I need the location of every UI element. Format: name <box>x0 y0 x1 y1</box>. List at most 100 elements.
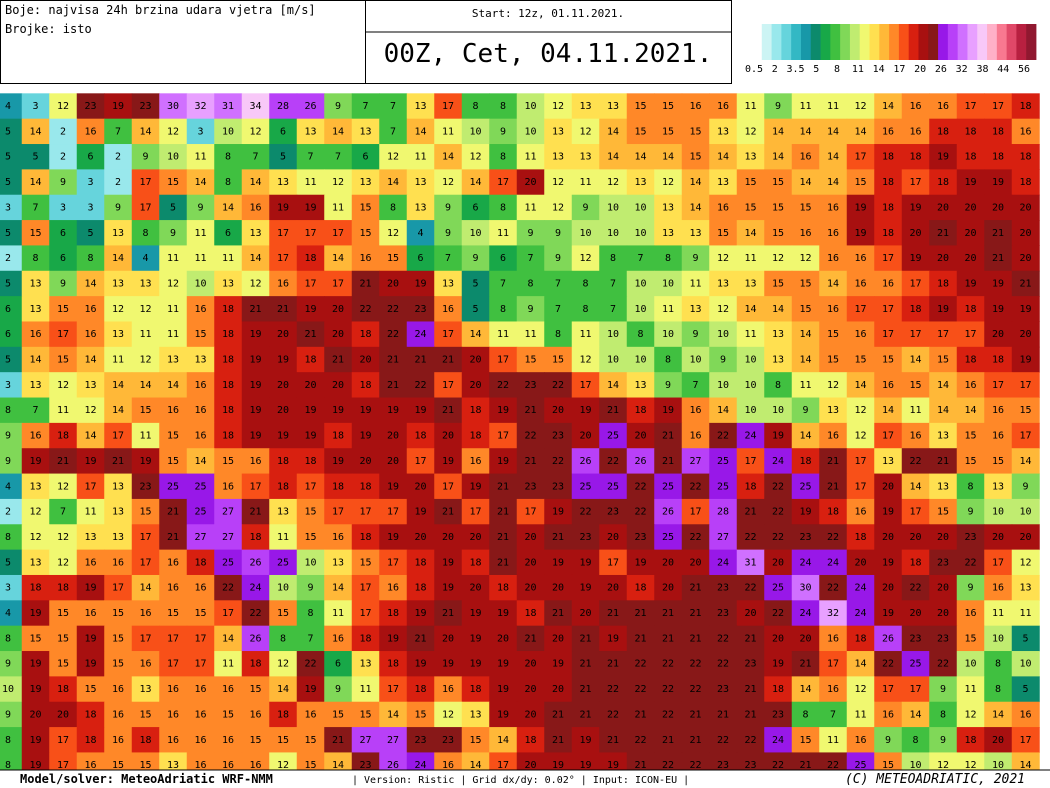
grid-cell <box>324 448 353 475</box>
grid-value: 18 <box>277 481 289 492</box>
grid-cell <box>874 194 903 221</box>
grid-value: 15 <box>112 659 124 670</box>
grid-cell <box>186 397 215 424</box>
grid-cell <box>21 245 50 272</box>
grid-value: 14 <box>909 481 921 492</box>
grid-cell <box>736 220 765 246</box>
grid-value: 21 <box>744 684 756 695</box>
grid-value: 16 <box>332 633 344 644</box>
grid-cell <box>709 144 738 170</box>
grid-value: 25 <box>854 760 866 771</box>
grid-value: 11 <box>497 228 509 239</box>
grid-value: 21 <box>249 304 261 315</box>
grid-value: 13 <box>579 152 591 163</box>
legend-swatch <box>1006 24 1017 60</box>
grid-value: 18 <box>304 456 316 467</box>
grid-cell <box>0 600 23 627</box>
grid-cell <box>324 524 353 551</box>
grid-cell <box>544 346 573 373</box>
grid-cell <box>379 574 408 601</box>
grid-value: 12 <box>167 278 179 289</box>
grid-value: 20 <box>1019 228 1031 239</box>
grid-value: 13 <box>717 177 729 188</box>
legend-swatch <box>849 24 861 60</box>
grid-cell <box>956 448 985 475</box>
grid-cell <box>709 321 738 348</box>
grid-value: 19 <box>662 405 674 416</box>
grid-value: 21 <box>414 633 426 644</box>
grid-value: 30 <box>799 583 811 594</box>
grid-value: 16 <box>167 709 179 720</box>
grid-value: 20 <box>1019 329 1031 340</box>
grid-value: 16 <box>194 380 206 391</box>
grid-cell <box>104 752 133 770</box>
grid-cell <box>1011 93 1040 120</box>
grid-value: 15 <box>332 709 344 720</box>
grid-cell <box>241 270 270 297</box>
grid-cell <box>846 676 875 703</box>
grid-cell <box>681 169 710 196</box>
grid-value: 22 <box>744 532 756 543</box>
grid-cell <box>104 144 133 170</box>
grid-value: 15 <box>277 735 289 746</box>
grid-cell <box>269 220 298 246</box>
grid-value: 15 <box>304 760 316 771</box>
grid-value: 21 <box>744 633 756 644</box>
grid-value: 15 <box>799 304 811 315</box>
grid-value: 9 <box>5 659 11 670</box>
grid-cell <box>461 727 490 753</box>
grid-value: 23 <box>607 507 619 518</box>
grid-cell <box>874 118 903 145</box>
grid-cell <box>516 574 545 601</box>
grid-value: 17 <box>57 735 69 746</box>
grid-cell <box>324 574 353 601</box>
grid-cell <box>379 346 408 373</box>
grid-value: 16 <box>1019 709 1031 720</box>
grid-cell <box>379 220 408 246</box>
grid-value: 20 <box>772 633 784 644</box>
grid-cell <box>269 321 298 348</box>
grid-value: 22 <box>689 532 701 543</box>
grid-cell <box>324 549 353 576</box>
grid-value: 19 <box>414 608 426 619</box>
grid-cell <box>186 473 215 500</box>
grid-value: 11 <box>1019 608 1031 619</box>
grid-value: 22 <box>607 456 619 467</box>
grid-cell <box>929 422 958 449</box>
grid-value: 9 <box>665 380 671 391</box>
grid-value: 13 <box>414 177 426 188</box>
grid-value: 18 <box>57 431 69 442</box>
grid-cell <box>1011 169 1040 196</box>
grid-value: 19 <box>29 760 41 771</box>
grid-cell <box>846 270 875 297</box>
grid-cell <box>296 397 325 424</box>
grid-cell <box>241 296 270 322</box>
grid-value: 18 <box>882 228 894 239</box>
grid-value: 16 <box>854 278 866 289</box>
grid-cell <box>104 220 133 246</box>
grid-value: 3 <box>60 202 66 213</box>
grid-value: 5 <box>5 228 11 239</box>
grid-cell <box>626 600 655 627</box>
grid-cell <box>819 600 848 627</box>
grid-value: 13 <box>552 126 564 137</box>
grid-cell <box>159 574 188 601</box>
grid-cell <box>516 220 545 246</box>
grid-value: 10 <box>167 152 179 163</box>
grid-value: 12 <box>387 152 399 163</box>
grid-value: 14 <box>194 177 206 188</box>
grid-value: 19 <box>112 101 124 112</box>
grid-value: 22 <box>717 659 729 670</box>
grid-cell <box>131 372 160 399</box>
grid-cell <box>159 372 188 399</box>
grid-cell <box>269 397 298 424</box>
grid-value: 13 <box>662 202 674 213</box>
grid-value: 14 <box>992 709 1004 720</box>
grid-value: 17 <box>387 557 399 568</box>
grid-value: 20 <box>469 355 481 366</box>
grid-value: 14 <box>112 405 124 416</box>
grid-cell <box>379 194 408 221</box>
grid-cell <box>516 752 545 770</box>
grid-cell <box>764 473 793 500</box>
grid-cell <box>1011 245 1040 272</box>
